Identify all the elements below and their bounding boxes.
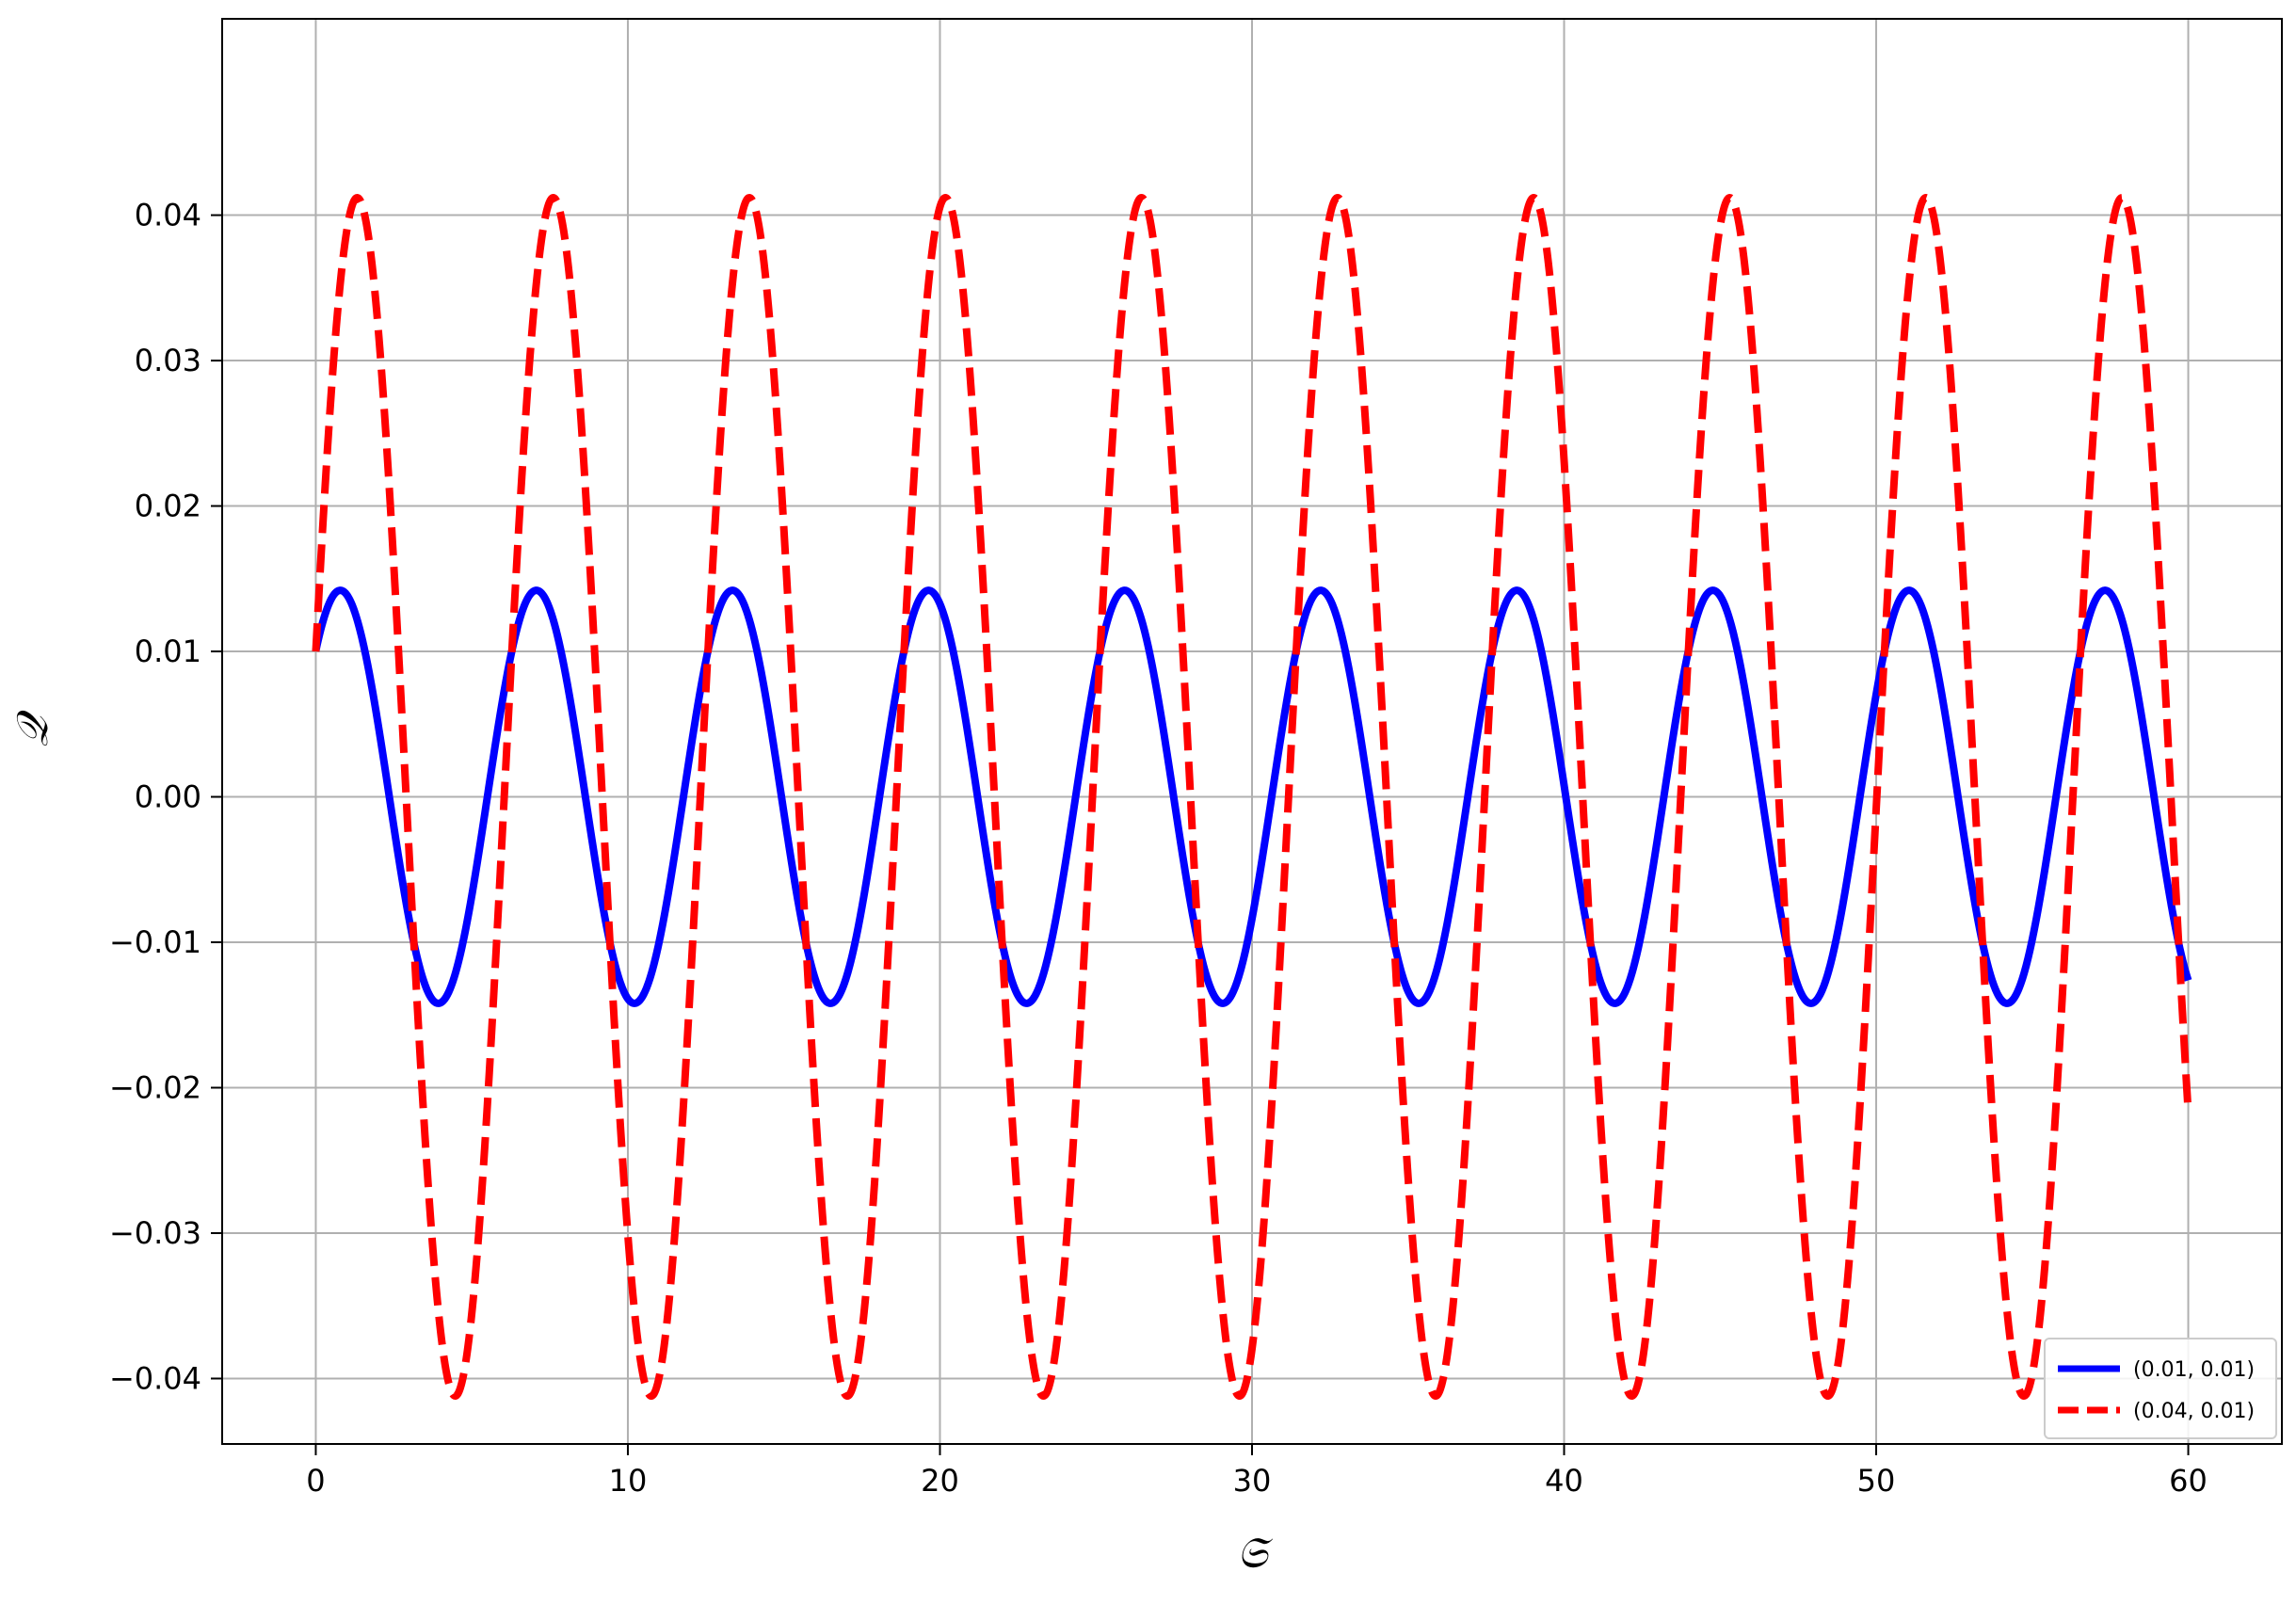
y-tick-label: −0.03 [109, 1215, 201, 1251]
axis-ticks: 0 10 20 30 40 50 60 0.04 0.03 0.02 0.01 0.00 −0.01 −0… [109, 198, 2208, 1499]
y-axis-label: 𝒬 [7, 710, 57, 747]
y-tick-label: −0.04 [109, 1360, 201, 1396]
y-tick-label: 0.04 [135, 198, 201, 233]
x-tick-label: 40 [1545, 1463, 1583, 1499]
legend: (0.01, 0.01) (0.04, 0.01) [2044, 1338, 2277, 1439]
y-tick-label: −0.02 [109, 1070, 201, 1106]
x-tick-label: 60 [2169, 1463, 2208, 1499]
y-tick-label: 0.03 [135, 343, 201, 378]
x-tick-label: 0 [306, 1463, 325, 1499]
series-line-2 [312, 194, 2192, 1401]
grid-lines [222, 19, 2282, 1444]
x-tick-label: 10 [609, 1463, 648, 1499]
series-lines [312, 194, 2192, 1401]
x-tick-label: 30 [1233, 1463, 1272, 1499]
legend-box [2044, 1338, 2277, 1439]
legend-label: (0.01, 0.01) [2133, 1358, 2255, 1382]
series-line-1 [312, 586, 2192, 1007]
x-tick-label: 20 [921, 1463, 959, 1499]
legend-label: (0.04, 0.01) [2133, 1400, 2255, 1423]
y-tick-label: 0.01 [135, 634, 201, 669]
x-tick-label: 50 [1857, 1463, 1896, 1499]
y-tick-label: 0.02 [135, 489, 201, 524]
y-tick-label: 0.00 [135, 779, 201, 815]
y-tick-label: −0.01 [109, 924, 201, 960]
x-axis-label: 𝔖 [1237, 1527, 1274, 1578]
